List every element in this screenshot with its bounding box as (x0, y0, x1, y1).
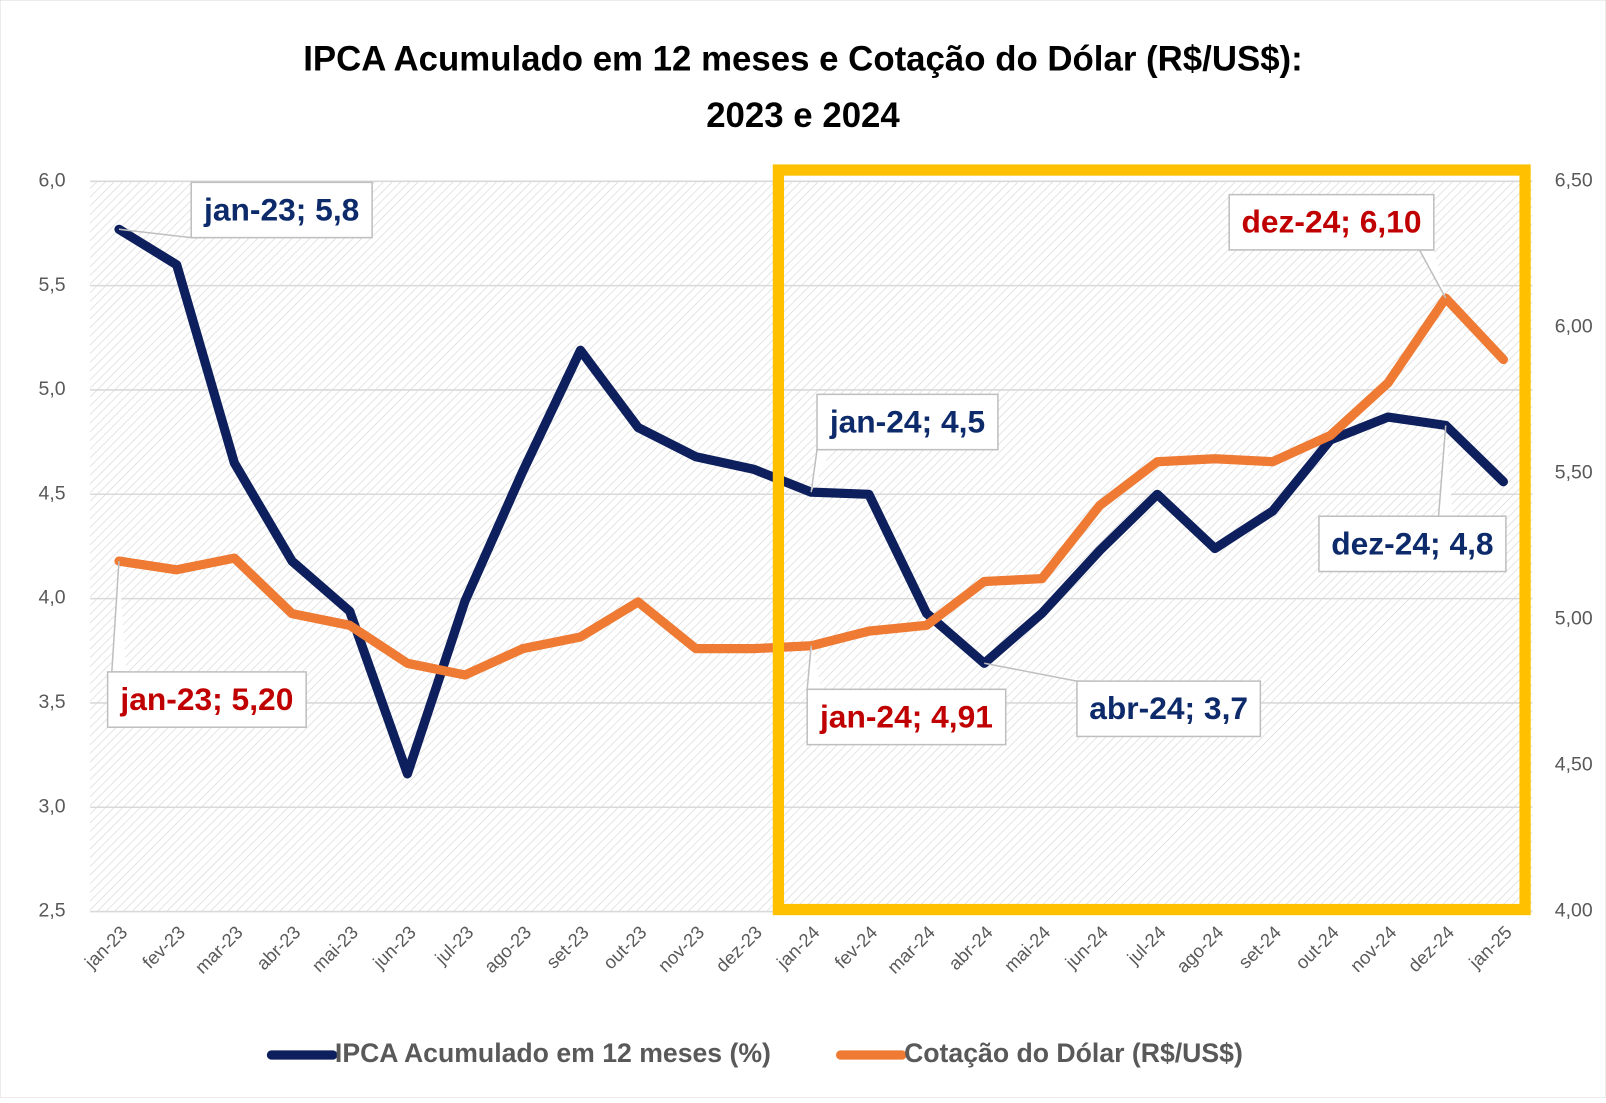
y-tick-label: 3,5 (39, 691, 66, 713)
data-label-box (190, 181, 373, 239)
plot-area (90, 181, 1533, 912)
y-tick-label: 4,0 (39, 587, 66, 609)
chart-title: IPCA Acumulado em 12 meses e Cotação do … (303, 40, 1303, 79)
y2-tick-label: 4,50 (1555, 754, 1593, 776)
data-label-group: jan-24; 4,5 (810, 393, 999, 493)
y-tick-label: 2,5 (39, 900, 66, 922)
data-label: jan-24; 4,91 (819, 698, 993, 734)
data-label-box (816, 393, 999, 451)
legend-label: IPCA Acumulado em 12 meses (%) (335, 1038, 771, 1068)
data-label-box (806, 688, 1007, 746)
legend-label: Cotação do Dólar (R$/US$) (904, 1038, 1243, 1068)
y-tick-label: 6,0 (39, 169, 66, 191)
y2-tick-label: 5,00 (1555, 608, 1593, 630)
y-tick-label: 3,0 (39, 795, 66, 817)
data-label-box (1228, 193, 1435, 251)
data-label: jan-23; 5,8 (203, 191, 359, 227)
y-tick-label: 5,0 (39, 378, 66, 400)
data-label: jan-24; 4,5 (829, 403, 985, 439)
data-label: jan-23; 5,20 (119, 681, 293, 717)
data-label-group: jan-24; 4,91 (806, 645, 1007, 746)
data-label-box (1076, 680, 1262, 738)
data-label-group: dez-24; 6,10 (1228, 193, 1447, 299)
data-label-group: jan-23; 5,8 (118, 181, 373, 239)
y2-tick-label: 5,50 (1555, 462, 1593, 484)
chart-title: 2023 e 2024 (706, 96, 900, 135)
data-label-group: jan-23; 5,20 (106, 560, 307, 728)
y2-tick-label: 6,50 (1555, 169, 1593, 191)
y-tick-label: 4,5 (39, 482, 66, 504)
highlight-box (772, 164, 1531, 916)
y2-tick-label: 6,00 (1555, 315, 1593, 337)
y2-tick-label: 4,00 (1555, 900, 1593, 922)
data-label: abr-24; 3,7 (1089, 690, 1248, 726)
data-label-box (1318, 515, 1507, 573)
data-label-box (106, 671, 307, 728)
data-label-group: dez-24; 4,8 (1318, 425, 1507, 573)
data-label: dez-24; 4,8 (1331, 525, 1493, 561)
data-label: dez-24; 6,10 (1241, 204, 1421, 240)
y-tick-label: 5,5 (39, 274, 66, 296)
